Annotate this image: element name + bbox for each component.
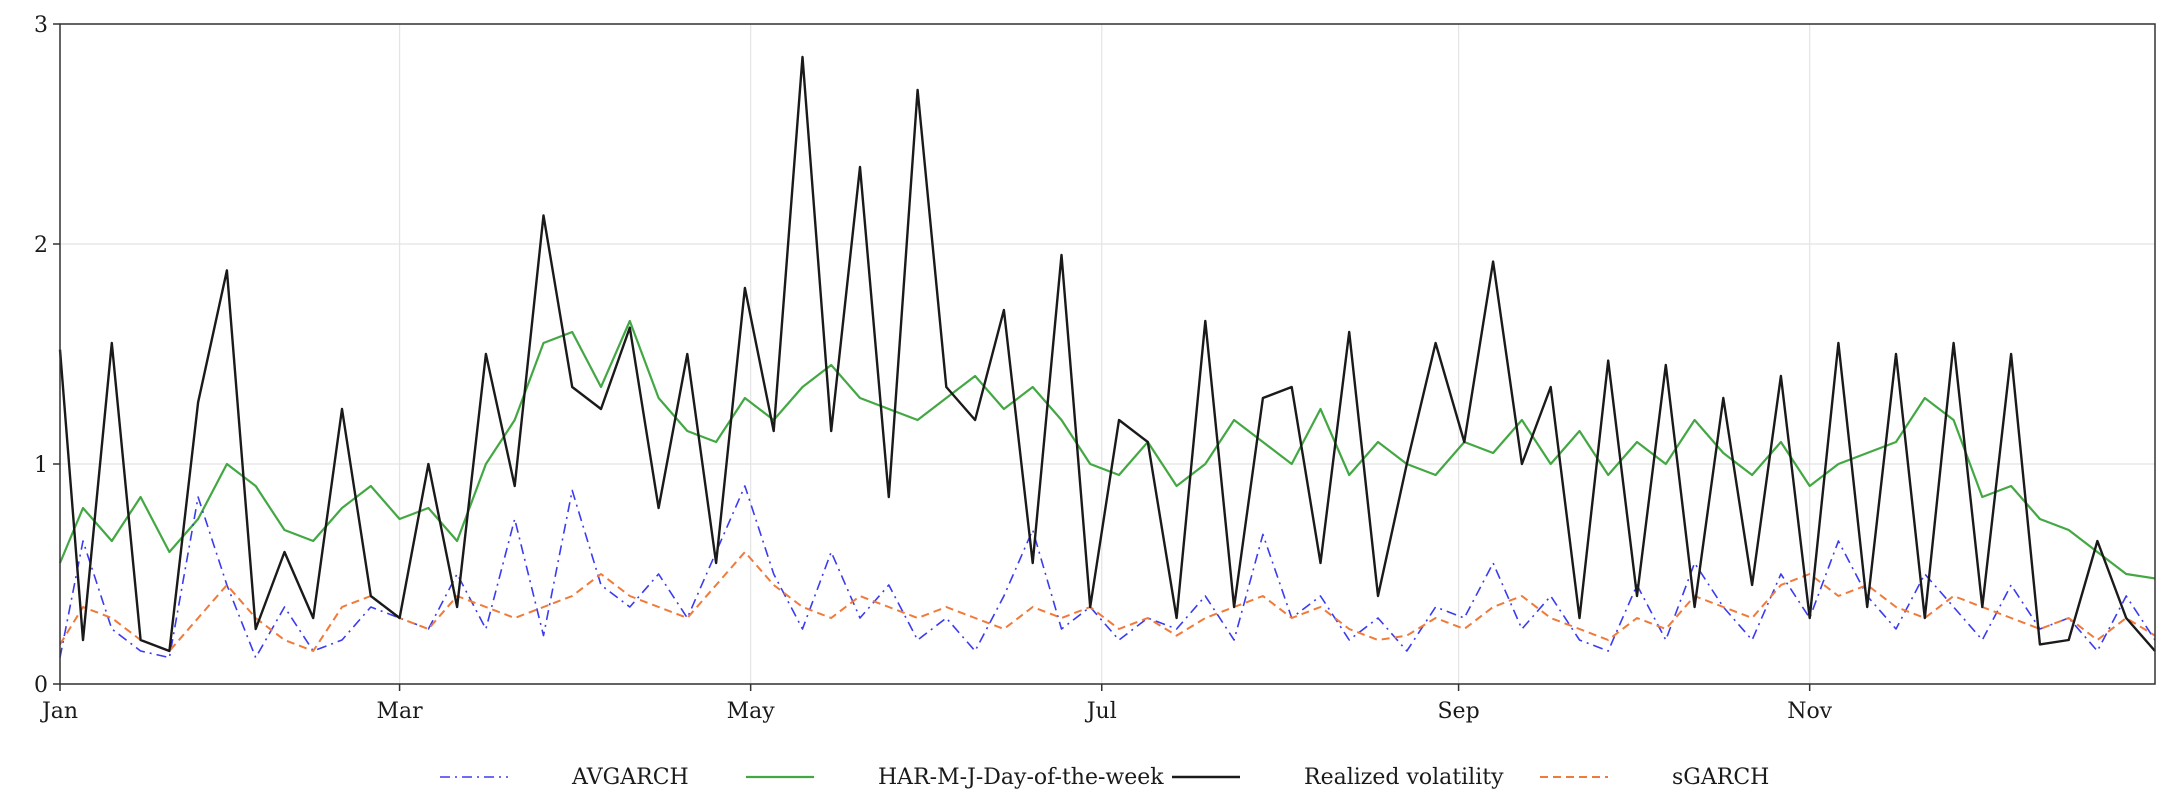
plot-frame <box>59 23 2156 685</box>
avgarch-line <box>59 485 2156 659</box>
x-tick-label: Sep <box>1437 699 1479 724</box>
legend-item: sGARCH <box>1540 765 1769 790</box>
x-tick-label: Jan <box>40 699 78 724</box>
legend-label: Realized volatility <box>1304 765 1504 790</box>
legend: AVGARCH HAR-M-J-Day-of-the-week Realized v… <box>440 765 1769 790</box>
legend-item: HAR-M-J-Day-of-the-week <box>746 765 1164 790</box>
x-tick-label: Nov <box>1787 699 1832 724</box>
x-tick-label: May <box>727 699 776 724</box>
har-line <box>58 319 2156 580</box>
x-tick-label: Mar <box>376 699 423 724</box>
legend-label: HAR-M-J-Day-of-the-week <box>878 765 1164 790</box>
x-tick-label: Jul <box>1085 699 1117 724</box>
y-tick-label: 3 <box>34 13 48 38</box>
y-tick-label: 1 <box>34 453 48 478</box>
legend-item: Realized volatility <box>1172 765 1504 790</box>
legend-item: AVGARCH <box>440 765 689 790</box>
legend-label: AVGARCH <box>571 765 689 790</box>
realized-volatility-line <box>58 55 2156 653</box>
axes: 0 1 2 3 Jan Mar May Jul Sep Nov <box>34 13 1833 724</box>
y-tick-label: 0 <box>34 673 48 698</box>
legend-label: sGARCH <box>1672 765 1769 790</box>
series-lines <box>58 55 2156 659</box>
y-tick-label: 2 <box>34 233 48 258</box>
